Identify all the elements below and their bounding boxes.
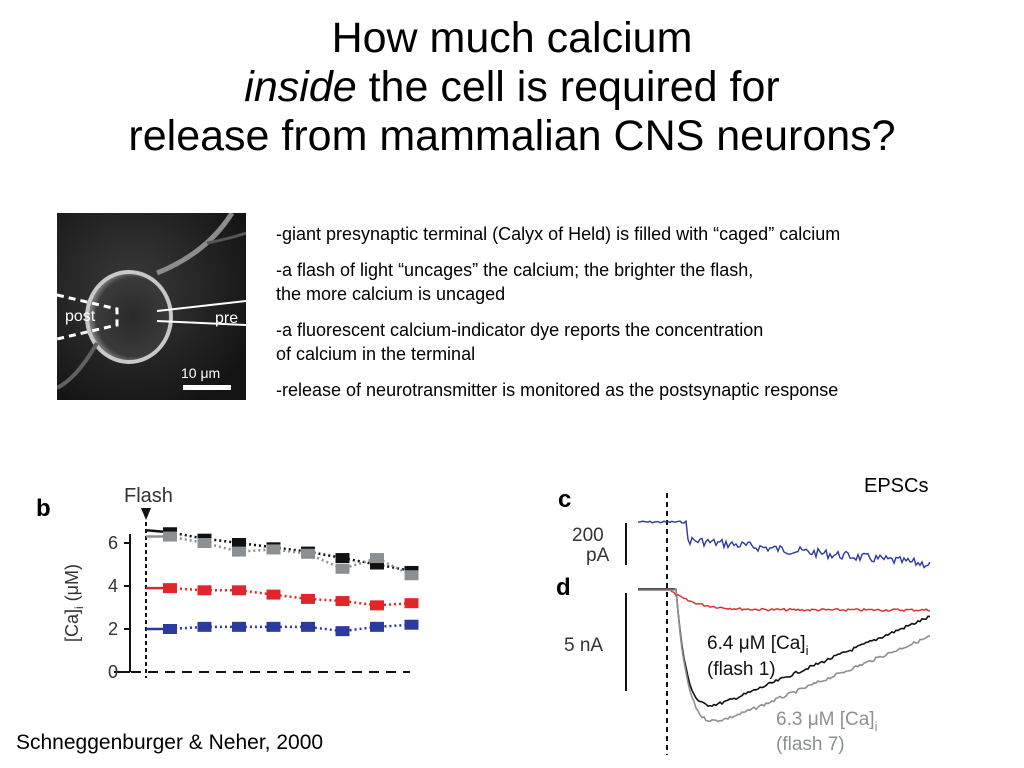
panel-d-letter: d: [556, 574, 571, 601]
title-italic-word: inside: [244, 63, 357, 111]
data-point-red: [335, 596, 350, 607]
title-line-3: release from mammalian CNS neurons?: [128, 112, 896, 160]
data-point-blue: [370, 621, 384, 632]
calcium-chart-svg: b Flash 0 2 4 6 [Ca]i (μM): [36, 485, 419, 682]
bullet-4: -release of neurotransmitter is monitore…: [276, 380, 839, 400]
annotation-flash7: 6.3 μM [Ca]i: [776, 709, 878, 734]
panel-d-scale-label: 5 nA: [564, 635, 603, 656]
micrograph-drawing: post pre 10 μm: [57, 213, 246, 400]
y-tick-label: 0: [108, 662, 118, 682]
data-point-red: [232, 585, 246, 596]
title-line-2: inside the cell is required for: [0, 63, 1024, 112]
epscs-label: EPSCs: [864, 475, 929, 497]
data-point-gray: [404, 570, 419, 581]
data-point-red: [301, 593, 315, 604]
data-point-gray: [163, 531, 177, 542]
scale-bar: [183, 385, 231, 390]
data-point-blue: [335, 626, 350, 637]
data-point-blue: [266, 621, 281, 632]
panel-c-scale-unit: pA: [586, 545, 610, 566]
data-point-black: [335, 553, 350, 564]
panel-c-letter: c: [558, 486, 571, 513]
bullet-1: -giant presynaptic terminal (Calyx of He…: [276, 224, 841, 244]
flash-arrow: [141, 508, 151, 520]
title-line-2-rest: the cell is required for: [356, 63, 780, 111]
citation: Schneggenburger & Neher, 2000: [16, 731, 324, 754]
data-point-blue: [197, 621, 212, 632]
data-point-gray: [266, 544, 281, 555]
scale-bar-label: 10 μm: [181, 365, 220, 381]
bullet-2: -a flash of light “uncages” the calcium;…: [276, 260, 754, 304]
data-point-blue: [301, 621, 315, 632]
data-point-red: [266, 589, 281, 600]
data-point-blue: [232, 621, 246, 632]
data-point-blue: [163, 624, 177, 634]
panel-c-scale-value: 200: [572, 525, 604, 546]
calyx-micrograph: post pre 10 μm: [57, 213, 246, 400]
bullet-list: -giant presynaptic terminal (Calyx of He…: [276, 222, 1016, 414]
panel-b-letter: b: [36, 495, 51, 522]
trace-c-blue: [637, 519, 931, 569]
data-point-gray: [232, 546, 246, 557]
pre-label: pre: [215, 310, 238, 327]
data-point-red: [163, 583, 177, 594]
post-label: post: [65, 308, 96, 325]
trace-d-gray: [638, 588, 931, 723]
epsc-traces-svg: c 200 pA d 5 nA 6.4 μM [Ca]i (flash 1) 6…: [556, 486, 931, 755]
data-point-black: [370, 559, 384, 570]
data-point-blue: [404, 619, 419, 630]
title-line-1: How much calcium: [331, 14, 693, 62]
annotation-flash1-sub: (flash 1): [707, 659, 776, 680]
trace-d-black: [638, 588, 931, 707]
y-tick-label: 2: [108, 619, 118, 639]
panel-b-chart: b Flash 0 2 4 6 [Ca]i (μM): [20, 478, 420, 698]
y-axis-label: [Ca]i (μM): [62, 564, 86, 642]
bullet-3: -a fluorescent calcium-indicator dye rep…: [276, 320, 764, 364]
y-tick-label: 6: [108, 533, 118, 553]
annotation-flash1: 6.4 μM [Ca]i: [707, 633, 809, 658]
flash-label: Flash: [124, 485, 173, 507]
y-tick-label: 4: [108, 576, 118, 596]
annotation-flash7-sub: (flash 7): [776, 734, 845, 755]
data-point-gray: [335, 563, 350, 574]
data-point-gray: [301, 548, 315, 559]
slide-title: How much calcium inside the cell is requ…: [0, 14, 1024, 161]
trace-d-red: [638, 589, 931, 613]
data-point-red: [370, 600, 384, 611]
data-point-black: [232, 538, 246, 548]
data-point-gray: [370, 553, 384, 564]
data-point-gray: [197, 538, 212, 548]
panel-cd-traces: c 200 pA d 5 nA 6.4 μM [Ca]i (flash 1) 6…: [550, 485, 950, 765]
data-point-red: [197, 585, 212, 596]
data-point-red: [404, 598, 419, 609]
